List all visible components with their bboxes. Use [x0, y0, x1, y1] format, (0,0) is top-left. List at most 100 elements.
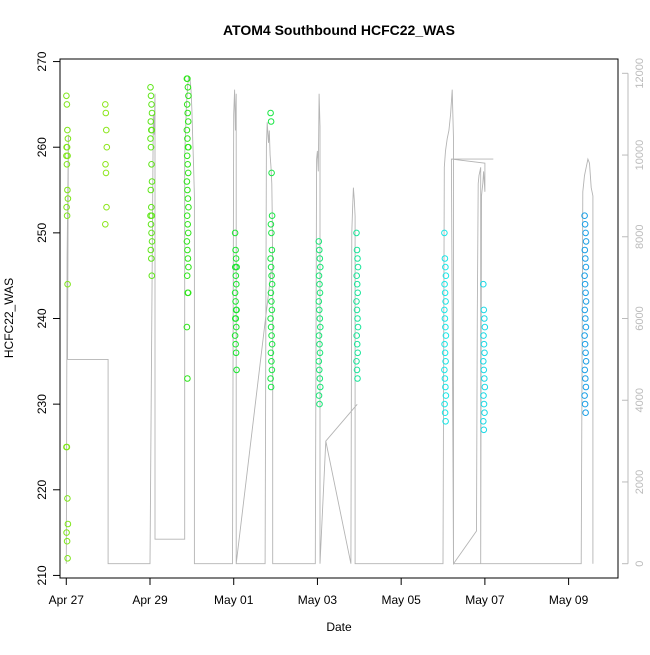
data-point — [183, 323, 191, 331]
data-point — [315, 298, 323, 305]
data-point — [147, 92, 155, 100]
data-point — [316, 340, 323, 348]
data-point — [268, 366, 276, 374]
data-point — [268, 229, 275, 237]
data-point — [147, 221, 155, 228]
data-point — [267, 221, 275, 228]
data-point — [232, 315, 240, 322]
data-point — [582, 238, 590, 245]
y-tick-label: 260 — [35, 137, 49, 157]
data-point — [64, 520, 72, 528]
data-point — [268, 272, 275, 280]
data-point — [353, 272, 361, 280]
altitude-layer — [65, 76, 594, 566]
data-point — [63, 212, 71, 219]
data-point — [267, 323, 275, 331]
data-point — [316, 366, 323, 374]
data-point — [582, 349, 589, 357]
data-point — [316, 315, 324, 322]
data-point — [147, 212, 154, 219]
data-point — [267, 118, 275, 125]
data-point — [183, 238, 191, 245]
y2-tick-label: 4000 — [634, 388, 646, 412]
series-8 — [353, 229, 362, 382]
data-point — [232, 246, 239, 254]
data-point — [480, 280, 487, 288]
data-point — [183, 126, 191, 134]
data-point — [582, 298, 590, 305]
data-point — [148, 109, 156, 117]
data-point — [268, 280, 276, 288]
data-point — [147, 118, 155, 125]
data-point — [102, 109, 110, 117]
data-point — [315, 332, 323, 339]
data-point — [480, 418, 487, 425]
data-point — [315, 272, 323, 280]
x-tick-label: May 05 — [381, 593, 421, 607]
data-point — [581, 246, 589, 254]
data-point — [442, 332, 450, 339]
data-point — [268, 358, 275, 365]
data-point — [354, 255, 361, 262]
data-point — [582, 315, 589, 322]
data-point — [581, 332, 588, 339]
data-point — [267, 289, 275, 297]
data-point — [582, 358, 590, 365]
data-point — [480, 306, 488, 314]
data-point — [184, 289, 192, 297]
series-10 — [480, 280, 489, 434]
data-point — [317, 383, 324, 391]
data-point — [184, 118, 192, 125]
data-point — [185, 92, 192, 100]
data-point — [441, 229, 448, 237]
y2-tick-label: 12000 — [634, 58, 646, 89]
data-point — [354, 349, 362, 357]
data-point — [581, 392, 588, 399]
series-11 — [581, 212, 590, 417]
data-point — [581, 221, 589, 228]
data-point — [316, 246, 323, 254]
data-point — [354, 375, 361, 382]
data-point — [184, 186, 191, 194]
data-point — [481, 323, 489, 331]
data-point — [480, 426, 488, 434]
x-tick-label: May 07 — [465, 593, 505, 607]
data-point — [582, 255, 589, 262]
data-point — [231, 229, 239, 237]
data-point — [63, 101, 71, 108]
data-point — [480, 400, 488, 408]
data-point — [582, 229, 589, 237]
data-point — [232, 272, 240, 280]
data-point — [147, 135, 154, 142]
data-point — [268, 340, 276, 348]
data-point — [582, 409, 589, 417]
data-point — [148, 203, 155, 211]
data-point — [316, 375, 324, 382]
data-point — [267, 263, 275, 271]
data-point — [267, 255, 274, 262]
y2-tick-label: 2000 — [634, 470, 646, 494]
data-point — [63, 203, 70, 211]
data-point — [441, 340, 448, 348]
data-point — [184, 229, 192, 237]
data-point — [353, 358, 360, 365]
data-point — [353, 340, 361, 348]
data-point — [64, 186, 71, 194]
data-point — [353, 229, 360, 237]
data-point — [185, 143, 192, 151]
data-point — [63, 143, 71, 151]
data-point — [184, 169, 192, 177]
data-point — [442, 298, 449, 305]
data-point — [316, 306, 323, 314]
data-point — [184, 75, 191, 82]
data-point — [233, 323, 240, 331]
data-point — [64, 495, 71, 502]
data-point — [185, 203, 192, 211]
data-point — [184, 135, 191, 142]
data-point — [64, 195, 72, 202]
data-point — [233, 280, 240, 288]
data-point — [63, 443, 71, 451]
data-point — [582, 289, 589, 297]
data-point — [442, 383, 449, 391]
